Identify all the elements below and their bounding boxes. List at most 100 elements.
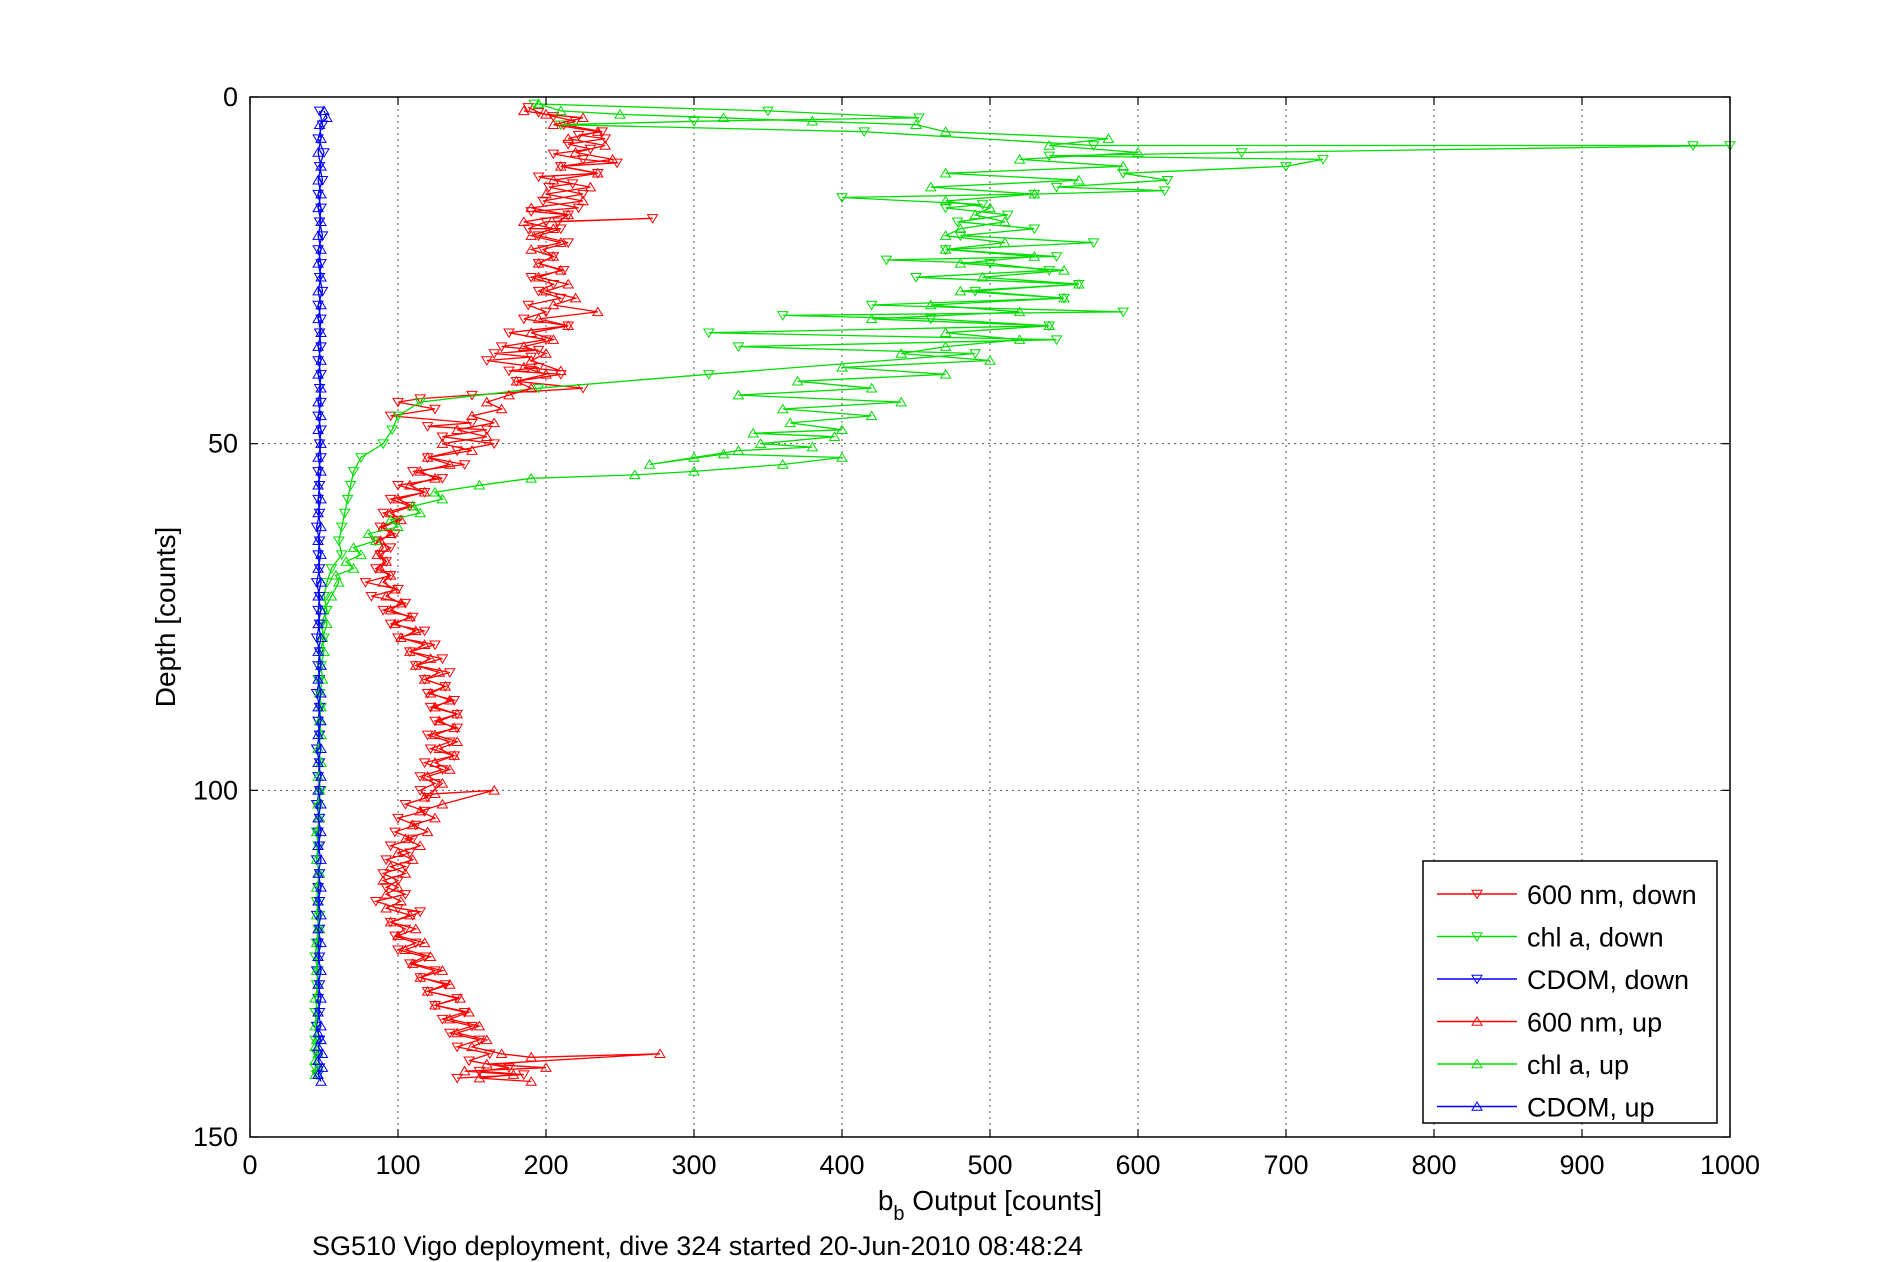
data-point xyxy=(312,1069,324,1079)
plot-series xyxy=(309,98,1736,1086)
legend-label: CDOM, up xyxy=(1527,1093,1655,1123)
data-point xyxy=(409,923,422,934)
data-point xyxy=(409,938,422,949)
data-point xyxy=(315,382,327,393)
data-point xyxy=(895,348,908,358)
data-point xyxy=(312,313,324,324)
data-point xyxy=(403,909,416,920)
data-point xyxy=(389,583,401,594)
data-point xyxy=(312,535,324,545)
data-point xyxy=(312,396,324,407)
data-point xyxy=(525,1051,538,1062)
data-point xyxy=(347,467,360,477)
data-point xyxy=(433,667,446,677)
data-point xyxy=(436,432,449,443)
data-point xyxy=(436,493,449,504)
legend-swatch-marker xyxy=(1471,932,1483,942)
data-point xyxy=(451,708,464,719)
data-point xyxy=(998,237,1011,247)
data-point xyxy=(384,507,397,518)
data-point xyxy=(1235,148,1248,158)
data-point xyxy=(976,200,989,210)
data-point xyxy=(313,952,326,963)
data-point xyxy=(362,528,375,539)
legend-label: 600 nm, down xyxy=(1527,880,1697,910)
legend-swatch-marker xyxy=(1471,1058,1483,1069)
data-point xyxy=(1028,188,1041,199)
data-point xyxy=(313,980,326,990)
data-point xyxy=(1087,238,1100,249)
data-point xyxy=(525,1076,538,1086)
data-point xyxy=(540,307,552,318)
data-point xyxy=(315,826,327,837)
data-point xyxy=(313,481,326,491)
data-point xyxy=(316,1062,329,1072)
data-point xyxy=(525,273,538,283)
data-point xyxy=(418,758,431,769)
data-point xyxy=(380,888,393,899)
data-point xyxy=(507,1069,520,1079)
data-point xyxy=(503,1063,515,1074)
data-point xyxy=(421,985,434,996)
data-point xyxy=(377,576,390,587)
data-point xyxy=(399,944,412,955)
data-point xyxy=(312,618,324,629)
x-axis-title: bb Output [counts] xyxy=(878,1185,1102,1225)
data-point xyxy=(321,112,333,123)
data-point xyxy=(315,188,327,199)
data-point xyxy=(424,653,437,663)
data-point xyxy=(399,598,412,609)
data-point xyxy=(547,119,560,129)
data-point xyxy=(554,237,567,247)
data-point xyxy=(414,397,427,408)
data-point xyxy=(421,730,434,741)
data-point xyxy=(654,1048,666,1059)
data-point xyxy=(312,147,324,157)
data-point xyxy=(380,556,393,566)
data-point xyxy=(537,196,549,207)
data-point xyxy=(1132,147,1144,157)
data-point xyxy=(365,591,378,602)
data-point xyxy=(525,230,538,240)
data-point xyxy=(451,1042,464,1053)
data-point xyxy=(454,992,467,1003)
data-point xyxy=(384,619,397,630)
data-point xyxy=(1687,141,1699,151)
data-point xyxy=(421,826,434,837)
data-point xyxy=(954,231,967,242)
data-point xyxy=(939,167,952,178)
data-point xyxy=(421,771,434,781)
data-point xyxy=(315,798,327,809)
data-point xyxy=(315,244,327,254)
data-point xyxy=(551,217,564,228)
legend-entry: chl a, up xyxy=(1437,1050,1629,1080)
data-point xyxy=(310,1021,323,1032)
data-point xyxy=(517,314,530,325)
legend-swatch-marker xyxy=(1471,1101,1483,1111)
data-point xyxy=(392,521,404,532)
data-point xyxy=(310,799,323,810)
data-point xyxy=(389,618,401,629)
data-point xyxy=(429,472,441,483)
data-point xyxy=(528,99,541,110)
data-point xyxy=(312,1055,324,1065)
data-point xyxy=(939,368,952,379)
data-point xyxy=(392,493,404,504)
data-point xyxy=(954,257,967,268)
data-point xyxy=(392,945,404,956)
data-point xyxy=(310,522,323,533)
data-point xyxy=(377,875,390,885)
data-point xyxy=(406,854,419,864)
data-point xyxy=(503,389,515,400)
data-point xyxy=(418,673,431,684)
data-point xyxy=(315,687,327,698)
legend-label: chl a, down xyxy=(1527,923,1664,953)
series-5 xyxy=(312,105,333,1086)
data-point xyxy=(762,106,774,117)
data-point xyxy=(554,224,567,235)
data-point xyxy=(312,646,324,656)
data-point xyxy=(540,1062,552,1072)
data-point xyxy=(517,361,530,372)
y-axis-title: Depth [counts] xyxy=(150,527,181,708)
data-point xyxy=(384,604,397,615)
